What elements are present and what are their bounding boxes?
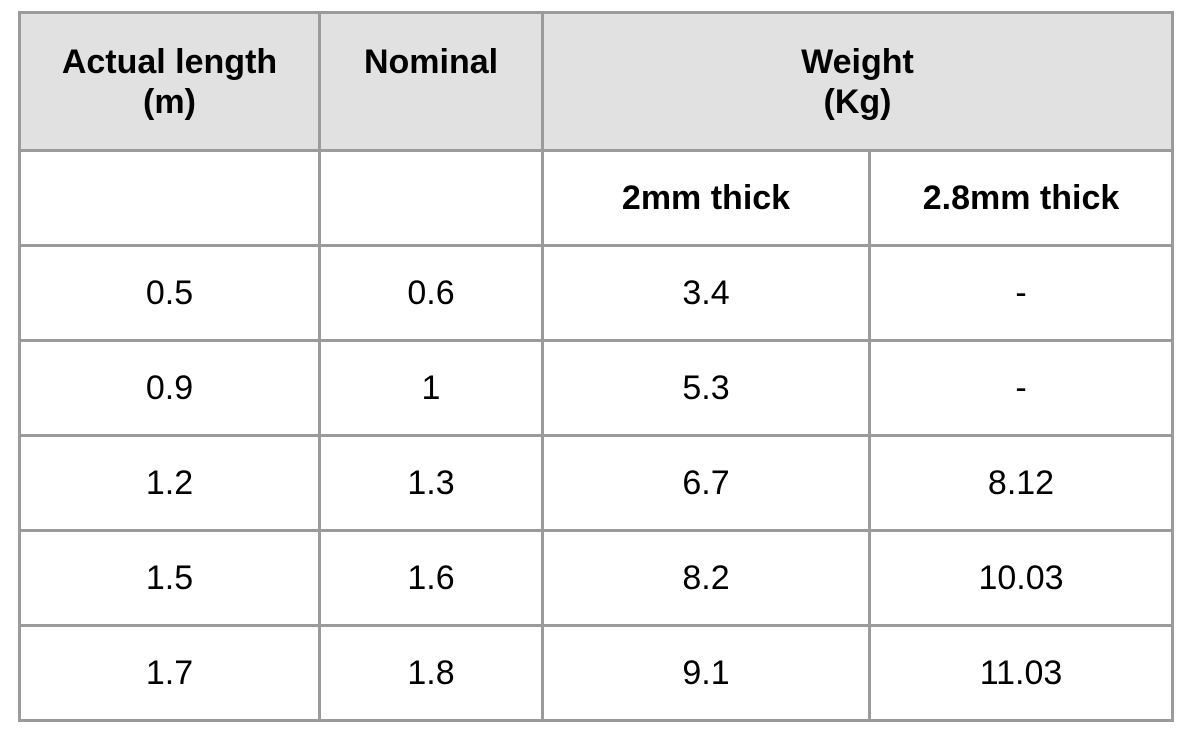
table-cell: 1 bbox=[318, 339, 544, 437]
subheader-row: 2mm thick 2.8mm thick bbox=[18, 149, 1175, 247]
table-cell: 0.5 bbox=[18, 244, 321, 342]
table-row: 0.9 1 5.3- bbox=[18, 339, 1175, 437]
subheader-2mm: 2mm thick bbox=[541, 149, 871, 247]
header-row: Actual length (m) Nominal Weight (Kg) bbox=[18, 11, 1175, 152]
table-cell: - bbox=[867, 244, 1175, 342]
table-cell: 0.6 bbox=[318, 244, 544, 342]
table-cell: 3.4 bbox=[541, 244, 871, 342]
table-row: 1.5 1.6 8.2 10.03 bbox=[18, 529, 1175, 627]
table-row: 1.2 1.3 6.7 8.12 bbox=[18, 434, 1175, 532]
table-cell: 8.12 bbox=[867, 434, 1175, 532]
table-cell: 1.5 bbox=[18, 529, 321, 627]
table-cell: 1.2 bbox=[18, 434, 321, 532]
header-actual-length: Actual length (m) bbox=[18, 11, 321, 152]
weight-table: Actual length (m) Nominal Weight (Kg) 2mm … bbox=[18, 11, 1175, 722]
table-row: 0.5 0.6 3.4- bbox=[18, 244, 1175, 342]
table-cell: 1.8 bbox=[318, 624, 544, 722]
table-cell: 1.3 bbox=[318, 434, 544, 532]
subheader-2-8mm: 2.8mm thick bbox=[867, 149, 1175, 247]
table-row: 1.7 1.8 9.1 11.03 bbox=[18, 624, 1175, 722]
table-cell: 6.7 bbox=[541, 434, 871, 532]
table-cell: 8.2 bbox=[541, 529, 871, 627]
header-weight: Weight (Kg) bbox=[540, 11, 1175, 152]
table-cell: 10.03 bbox=[867, 529, 1175, 627]
table-cell: 11.03 bbox=[867, 624, 1175, 722]
table-cell: 1.7 bbox=[18, 624, 321, 722]
table-cell: - bbox=[867, 339, 1175, 437]
table-cell: 9.1 bbox=[541, 624, 871, 722]
subheader-cell bbox=[318, 149, 544, 247]
table-cell: 1.6 bbox=[318, 529, 544, 627]
table-cell: 5.3 bbox=[541, 339, 871, 437]
table-cell: 0.9 bbox=[18, 339, 321, 437]
header-nominal: Nominal bbox=[318, 11, 544, 152]
subheader-cell bbox=[18, 149, 321, 247]
